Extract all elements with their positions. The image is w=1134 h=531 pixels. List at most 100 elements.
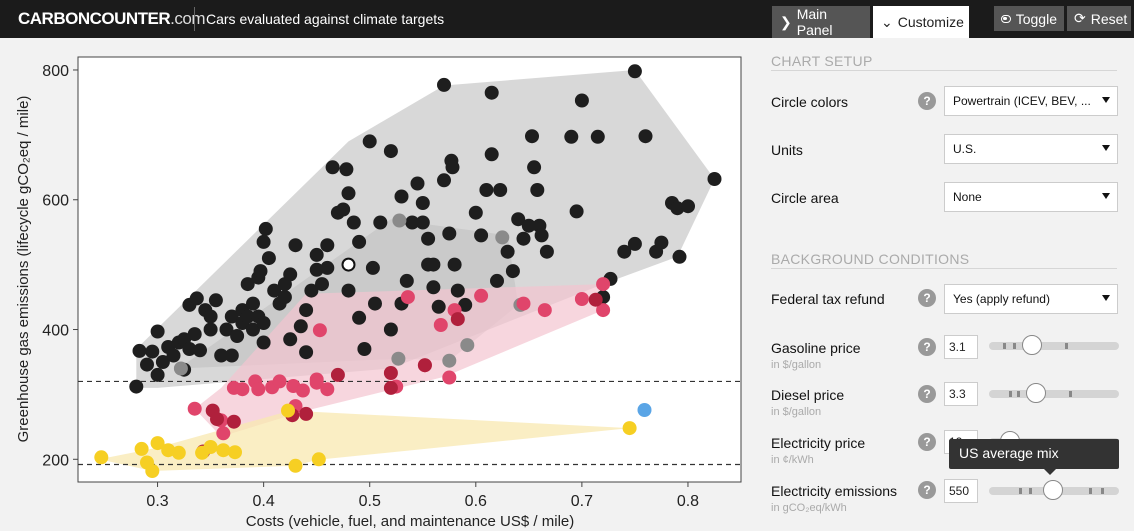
point-icev[interactable]: [394, 189, 409, 204]
point-icev[interactable]: [277, 290, 292, 305]
point-icev[interactable]: [681, 199, 695, 214]
point-icev[interactable]: [530, 183, 545, 197]
point-bev[interactable]: [203, 440, 218, 454]
point-phev-dark[interactable]: [210, 412, 224, 427]
point-icev[interactable]: [590, 129, 605, 144]
point-icev[interactable]: [405, 215, 420, 230]
point-phev[interactable]: [596, 303, 611, 318]
point-icev[interactable]: [203, 322, 218, 337]
point-icev[interactable]: [352, 310, 367, 325]
point-icev[interactable]: [293, 319, 308, 334]
point-icev[interactable]: [399, 273, 414, 288]
diesel-price-slider[interactable]: [989, 383, 1119, 403]
point-icev[interactable]: [309, 247, 324, 262]
circle-area-select[interactable]: None: [944, 182, 1118, 212]
point-icev[interactable]: [214, 348, 229, 363]
help-icon[interactable]: ?: [918, 481, 936, 499]
point-phev-dark[interactable]: [330, 367, 345, 382]
point-icev[interactable]: [240, 309, 255, 324]
point-icev[interactable]: [670, 201, 685, 216]
point-icev[interactable]: [627, 236, 642, 251]
help-icon[interactable]: ?: [918, 289, 936, 307]
point-icev[interactable]: [150, 367, 165, 382]
point-phev[interactable]: [537, 303, 552, 318]
point-icev[interactable]: [182, 342, 197, 356]
point-icev[interactable]: [415, 196, 430, 210]
point-bev[interactable]: [134, 441, 149, 456]
point-selected[interactable]: [341, 257, 356, 272]
point-icev[interactable]: [468, 205, 483, 220]
point-icev[interactable]: [574, 93, 589, 108]
point-icev[interactable]: [219, 322, 234, 337]
slider-knob[interactable]: [1042, 480, 1063, 500]
point-icev[interactable]: [431, 299, 446, 314]
point-icev[interactable]: [564, 129, 579, 144]
point-phev[interactable]: [295, 383, 310, 398]
point-icev[interactable]: [283, 332, 298, 347]
help-icon[interactable]: ?: [918, 338, 936, 356]
point-icev[interactable]: [627, 64, 642, 79]
point-icev[interactable]: [383, 322, 398, 337]
point-bev[interactable]: [281, 403, 295, 418]
gasoline-price-input[interactable]: 3.1: [944, 335, 978, 359]
point-icev[interactable]: [362, 134, 377, 149]
point-phev-dark[interactable]: [226, 414, 241, 429]
units-select[interactable]: U.S.: [944, 134, 1118, 164]
help-icon[interactable]: ?: [918, 433, 936, 451]
point-phev[interactable]: [433, 318, 448, 332]
point-phev[interactable]: [309, 375, 324, 390]
diesel-price-input[interactable]: 3.3: [944, 382, 978, 406]
point-icev[interactable]: [288, 238, 303, 253]
point-icev[interactable]: [325, 160, 340, 175]
point-icev[interactable]: [672, 249, 687, 264]
point-icev[interactable]: [246, 322, 260, 337]
point-icev[interactable]: [346, 215, 361, 230]
point-icev[interactable]: [365, 260, 380, 275]
point-phev[interactable]: [574, 292, 589, 306]
point-bev[interactable]: [145, 464, 160, 478]
point-hev[interactable]: [391, 351, 406, 366]
point-hev[interactable]: [495, 230, 510, 245]
point-bev[interactable]: [94, 450, 109, 465]
point-icev[interactable]: [304, 283, 319, 298]
point-icev[interactable]: [299, 303, 314, 318]
point-icev[interactable]: [458, 297, 473, 312]
electricity-emissions-slider[interactable]: [989, 480, 1119, 500]
point-icev[interactable]: [341, 283, 356, 298]
point-icev[interactable]: [166, 348, 181, 363]
point-icev[interactable]: [253, 264, 268, 279]
point-icev[interactable]: [474, 228, 489, 243]
point-icev[interactable]: [203, 309, 218, 324]
point-icev[interactable]: [315, 277, 329, 292]
point-icev[interactable]: [339, 162, 354, 177]
point-icev[interactable]: [256, 316, 271, 330]
point-phev[interactable]: [312, 323, 327, 338]
point-icev[interactable]: [256, 335, 271, 350]
point-icev[interactable]: [527, 160, 542, 175]
point-icev[interactable]: [283, 267, 298, 282]
point-phev[interactable]: [216, 426, 231, 441]
point-bev[interactable]: [150, 436, 165, 451]
point-bev[interactable]: [311, 452, 326, 467]
point-icev[interactable]: [189, 291, 204, 306]
slider-knob[interactable]: [1021, 335, 1042, 355]
point-phev[interactable]: [596, 277, 611, 292]
point-bev[interactable]: [161, 443, 176, 458]
point-icev[interactable]: [525, 129, 539, 144]
point-phev-dark[interactable]: [450, 312, 465, 327]
point-icev[interactable]: [320, 238, 335, 253]
point-icev[interactable]: [208, 293, 223, 308]
point-icev[interactable]: [534, 228, 549, 243]
point-icev[interactable]: [256, 234, 271, 249]
point-phev-dark[interactable]: [588, 292, 603, 307]
point-icev[interactable]: [357, 342, 372, 356]
point-icev[interactable]: [129, 379, 144, 394]
point-icev[interactable]: [445, 160, 460, 175]
gasoline-price-slider[interactable]: [989, 335, 1119, 355]
point-icev[interactable]: [132, 343, 147, 358]
point-icev[interactable]: [654, 235, 669, 250]
point-icev[interactable]: [145, 344, 160, 359]
help-icon[interactable]: ?: [918, 92, 936, 110]
point-icev[interactable]: [516, 231, 531, 246]
point-hev[interactable]: [173, 361, 188, 376]
